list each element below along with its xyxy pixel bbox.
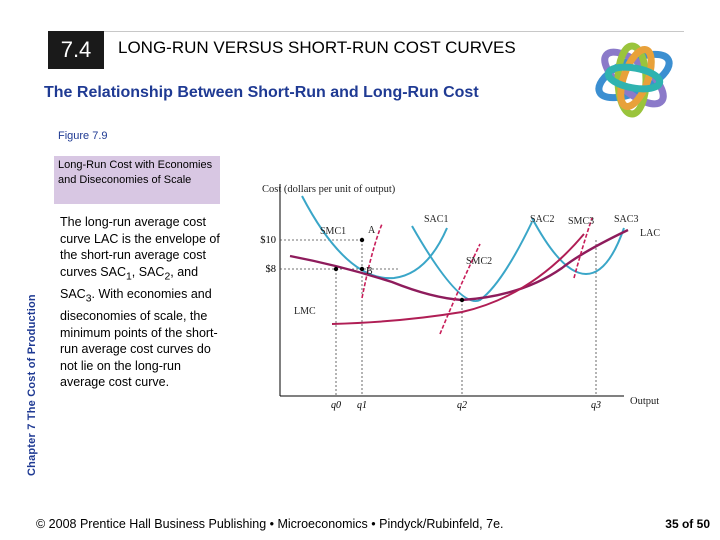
rings-logo-icon: [595, 42, 673, 118]
q2-marker: [459, 297, 465, 303]
x-tick-q1: q1: [357, 400, 367, 411]
chapter-label: Chapter 7 The Cost of Production: [26, 294, 38, 476]
header-rule: [104, 31, 684, 32]
page-number: 35 of 50: [665, 517, 710, 531]
x-axis-label: Output: [630, 396, 659, 407]
x-tick-q2: q2: [457, 400, 467, 411]
slide-subtitle: The Relationship Between Short-Run and L…: [44, 84, 479, 101]
smc2-curve: [439, 243, 481, 335]
section-number: 7.4: [48, 31, 104, 69]
label-smc3: SMC3: [568, 216, 594, 227]
label-smc1: SMC1: [320, 226, 346, 237]
label-point-a: A: [368, 225, 376, 236]
description-text: The long-run average cost curve LAC is t…: [60, 215, 220, 279]
y-axis-label: Cost (dollars per unit of output): [262, 184, 396, 195]
label-sac1: SAC1: [424, 214, 448, 225]
point-a-marker: [359, 237, 365, 243]
sac3-curve: [531, 217, 625, 276]
q0-marker: [333, 266, 339, 272]
y-axis-label-text: Cost (dollars per unit of output): [262, 184, 396, 195]
y-tick-10: $10: [260, 235, 276, 246]
description-text: , SAC: [131, 264, 165, 279]
label-sac2: SAC2: [530, 214, 554, 225]
smc1-curve: [361, 223, 383, 299]
label-lmc: LMC: [294, 306, 316, 317]
description-sub-2: 2: [164, 271, 171, 283]
sac2-curve: [411, 221, 533, 303]
label-smc2: SMC2: [466, 256, 492, 267]
y-tick-8: $8: [266, 264, 277, 275]
description-sub-3: 3: [85, 293, 92, 305]
label-sac3: SAC3: [614, 214, 638, 225]
label-point-b: B: [366, 266, 373, 277]
point-b-marker: [359, 266, 365, 272]
sac1-curve: [301, 195, 448, 280]
x-tick-q3: q3: [591, 400, 601, 411]
description-text: . With economies and diseconomies of sca…: [60, 286, 218, 390]
lmc-curve: [331, 233, 585, 325]
figure-description: The long-run average cost curve LAC is t…: [60, 214, 225, 391]
x-tick-q0: q0: [331, 400, 341, 411]
smc3-curve: [573, 217, 593, 279]
description-text: , and SAC: [60, 264, 199, 301]
figure-caption: Long-Run Cost with Economies and Disecon…: [54, 156, 220, 204]
cost-curves-chart: Cost (dollars per unit of output) Output…: [260, 184, 660, 411]
figure-number: Figure 7.9: [58, 130, 108, 142]
label-lac: LAC: [640, 228, 660, 239]
description-sub-1: 1: [126, 271, 132, 283]
section-title: LONG-RUN VERSUS SHORT-RUN COST CURVES: [118, 38, 516, 57]
footer-copyright: © 2008 Prentice Hall Business Publishing…: [36, 517, 504, 531]
